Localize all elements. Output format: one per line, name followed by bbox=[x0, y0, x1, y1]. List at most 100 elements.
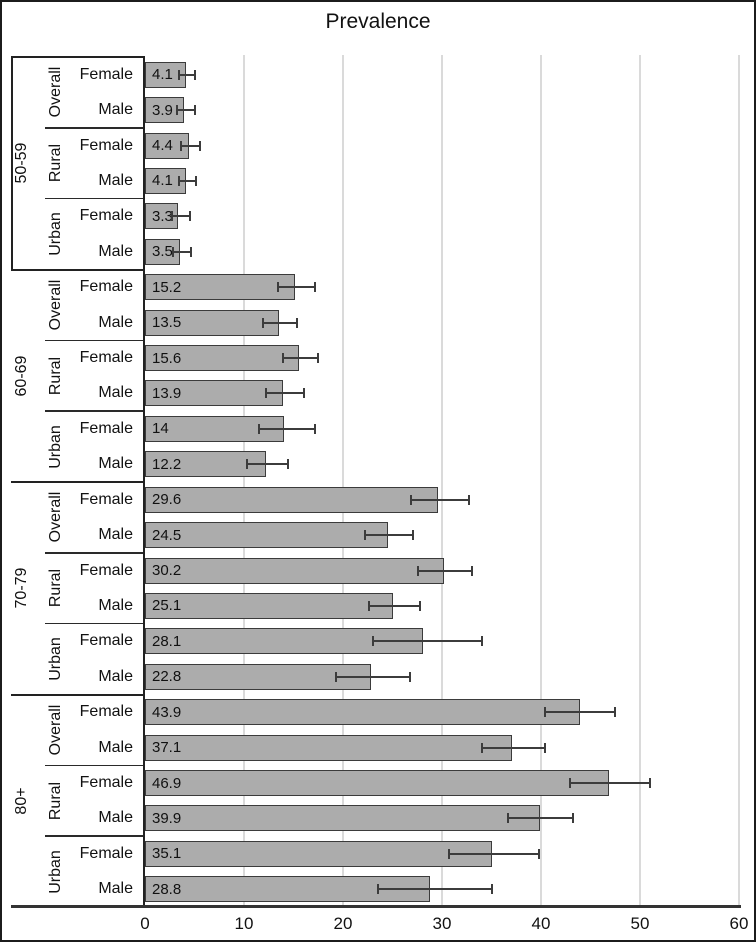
error-bar-line bbox=[178, 179, 197, 182]
error-bar-cap-right bbox=[571, 813, 574, 824]
prevalence-bar: 35.1 bbox=[145, 840, 493, 867]
bar-value-label: 14 bbox=[152, 420, 169, 438]
error-bar-cap-left bbox=[335, 671, 338, 682]
gridline bbox=[639, 55, 641, 905]
bar-value-label: 46.9 bbox=[152, 774, 182, 792]
bar-value-label: 3.3 bbox=[152, 207, 173, 225]
prevalence-bar: 15.2 bbox=[145, 274, 296, 301]
bar-value-label: 43.9 bbox=[152, 703, 182, 721]
error-bar-cap-left bbox=[261, 317, 264, 328]
sex-label: Male bbox=[98, 880, 133, 898]
bar-value-label: 4.1 bbox=[152, 172, 173, 190]
error-bar-cap-right bbox=[648, 778, 651, 789]
error-bar-cap-left bbox=[281, 353, 284, 364]
prevalence-bar: 30.2 bbox=[145, 557, 444, 584]
error-bar-line bbox=[258, 427, 316, 430]
bar-value-label: 28.1 bbox=[152, 632, 182, 650]
prevalence-bar: 22.8 bbox=[145, 663, 371, 690]
error-bar-line bbox=[246, 463, 288, 466]
prevalence-bar: 4.1 bbox=[145, 167, 186, 194]
x-tick-label: 10 bbox=[234, 914, 254, 933]
sex-label: Male bbox=[98, 384, 133, 402]
x-tick-label: 30 bbox=[432, 914, 452, 933]
error-bar-cap-left bbox=[175, 105, 178, 116]
error-bar-cap-left bbox=[367, 600, 370, 611]
error-bar-cap-right bbox=[409, 671, 412, 682]
age-group-label: 70-79 bbox=[13, 567, 30, 609]
subgroup-separator bbox=[45, 622, 145, 625]
error-bar-cap-right bbox=[189, 246, 192, 257]
subgroup-separator bbox=[45, 835, 145, 837]
error-bar-line bbox=[172, 250, 191, 253]
error-bar-line bbox=[364, 534, 414, 537]
error-bar-line bbox=[171, 215, 190, 218]
error-bar-cap-left bbox=[507, 813, 510, 824]
error-bar-cap-right bbox=[314, 423, 317, 434]
x-tick-label: 40 bbox=[531, 914, 551, 933]
error-bar-line bbox=[418, 569, 472, 572]
prevalence-bar: 13.9 bbox=[145, 380, 283, 407]
error-bar-line bbox=[544, 711, 616, 714]
sex-label: Male bbox=[98, 667, 133, 685]
error-bar-cap-left bbox=[171, 246, 174, 257]
error-bar-cap-left bbox=[264, 388, 267, 399]
error-bar-cap-left bbox=[543, 707, 546, 718]
sex-label: Female bbox=[79, 278, 133, 296]
x-tick-label: 60 bbox=[729, 914, 749, 933]
error-bar-cap-right bbox=[480, 636, 483, 647]
error-bar-cap-left bbox=[447, 848, 450, 859]
error-bar-cap-right bbox=[286, 459, 289, 470]
error-bar-line bbox=[265, 392, 305, 395]
bar-value-label: 30.2 bbox=[152, 562, 182, 580]
error-bar-cap-right bbox=[538, 848, 541, 859]
age-group-separator bbox=[11, 268, 145, 271]
prevalence-bar: 39.9 bbox=[145, 805, 540, 832]
subgroup-separator bbox=[45, 410, 145, 412]
error-bar-cap-left bbox=[480, 742, 483, 753]
subgroup-separator bbox=[45, 197, 145, 200]
sex-label: Female bbox=[79, 419, 133, 437]
error-bar-cap-left bbox=[245, 459, 248, 470]
age-group-separator bbox=[11, 693, 145, 696]
sex-label: Female bbox=[79, 632, 133, 650]
error-bar-line bbox=[176, 109, 195, 112]
label-panel-left-border bbox=[11, 57, 13, 270]
error-bar-line bbox=[368, 604, 421, 607]
sex-label: Male bbox=[98, 526, 133, 544]
subgroup-separator bbox=[45, 552, 145, 554]
error-bar-cap-left bbox=[276, 282, 279, 293]
error-bar-cap-left bbox=[257, 423, 260, 434]
error-bar-cap-right bbox=[412, 530, 415, 541]
bar-value-label: 13.9 bbox=[152, 384, 182, 402]
bar-value-label: 22.8 bbox=[152, 668, 182, 686]
sex-label: Female bbox=[79, 207, 133, 225]
sex-label: Female bbox=[79, 774, 133, 792]
error-bar-cap-left bbox=[177, 69, 180, 80]
bar-value-label: 25.1 bbox=[152, 597, 182, 615]
error-bar-cap-left bbox=[410, 494, 413, 505]
error-bar-cap-right bbox=[419, 600, 422, 611]
gridline bbox=[441, 55, 443, 905]
age-group-label: 60-69 bbox=[13, 355, 30, 397]
error-bar-cap-right bbox=[303, 388, 306, 399]
gridline bbox=[342, 55, 344, 905]
error-bar-line bbox=[178, 73, 196, 76]
gridline bbox=[738, 55, 740, 905]
error-bar-cap-left bbox=[363, 530, 366, 541]
prevalence-bar: 29.6 bbox=[145, 486, 439, 513]
sex-label: Female bbox=[79, 490, 133, 508]
sex-label: Female bbox=[79, 65, 133, 83]
bar-value-label: 4.1 bbox=[152, 66, 173, 84]
y-axis-line bbox=[143, 57, 145, 907]
error-bar-line bbox=[448, 852, 539, 855]
prevalence-bar: 37.1 bbox=[145, 734, 513, 761]
gridline bbox=[243, 55, 245, 905]
bar-value-label: 28.8 bbox=[152, 880, 182, 898]
bar-value-label: 3.9 bbox=[152, 101, 173, 119]
error-bar-line bbox=[277, 286, 316, 289]
age-group-separator bbox=[11, 481, 145, 483]
error-bar-cap-left bbox=[170, 211, 173, 222]
error-bar-line bbox=[262, 321, 298, 324]
